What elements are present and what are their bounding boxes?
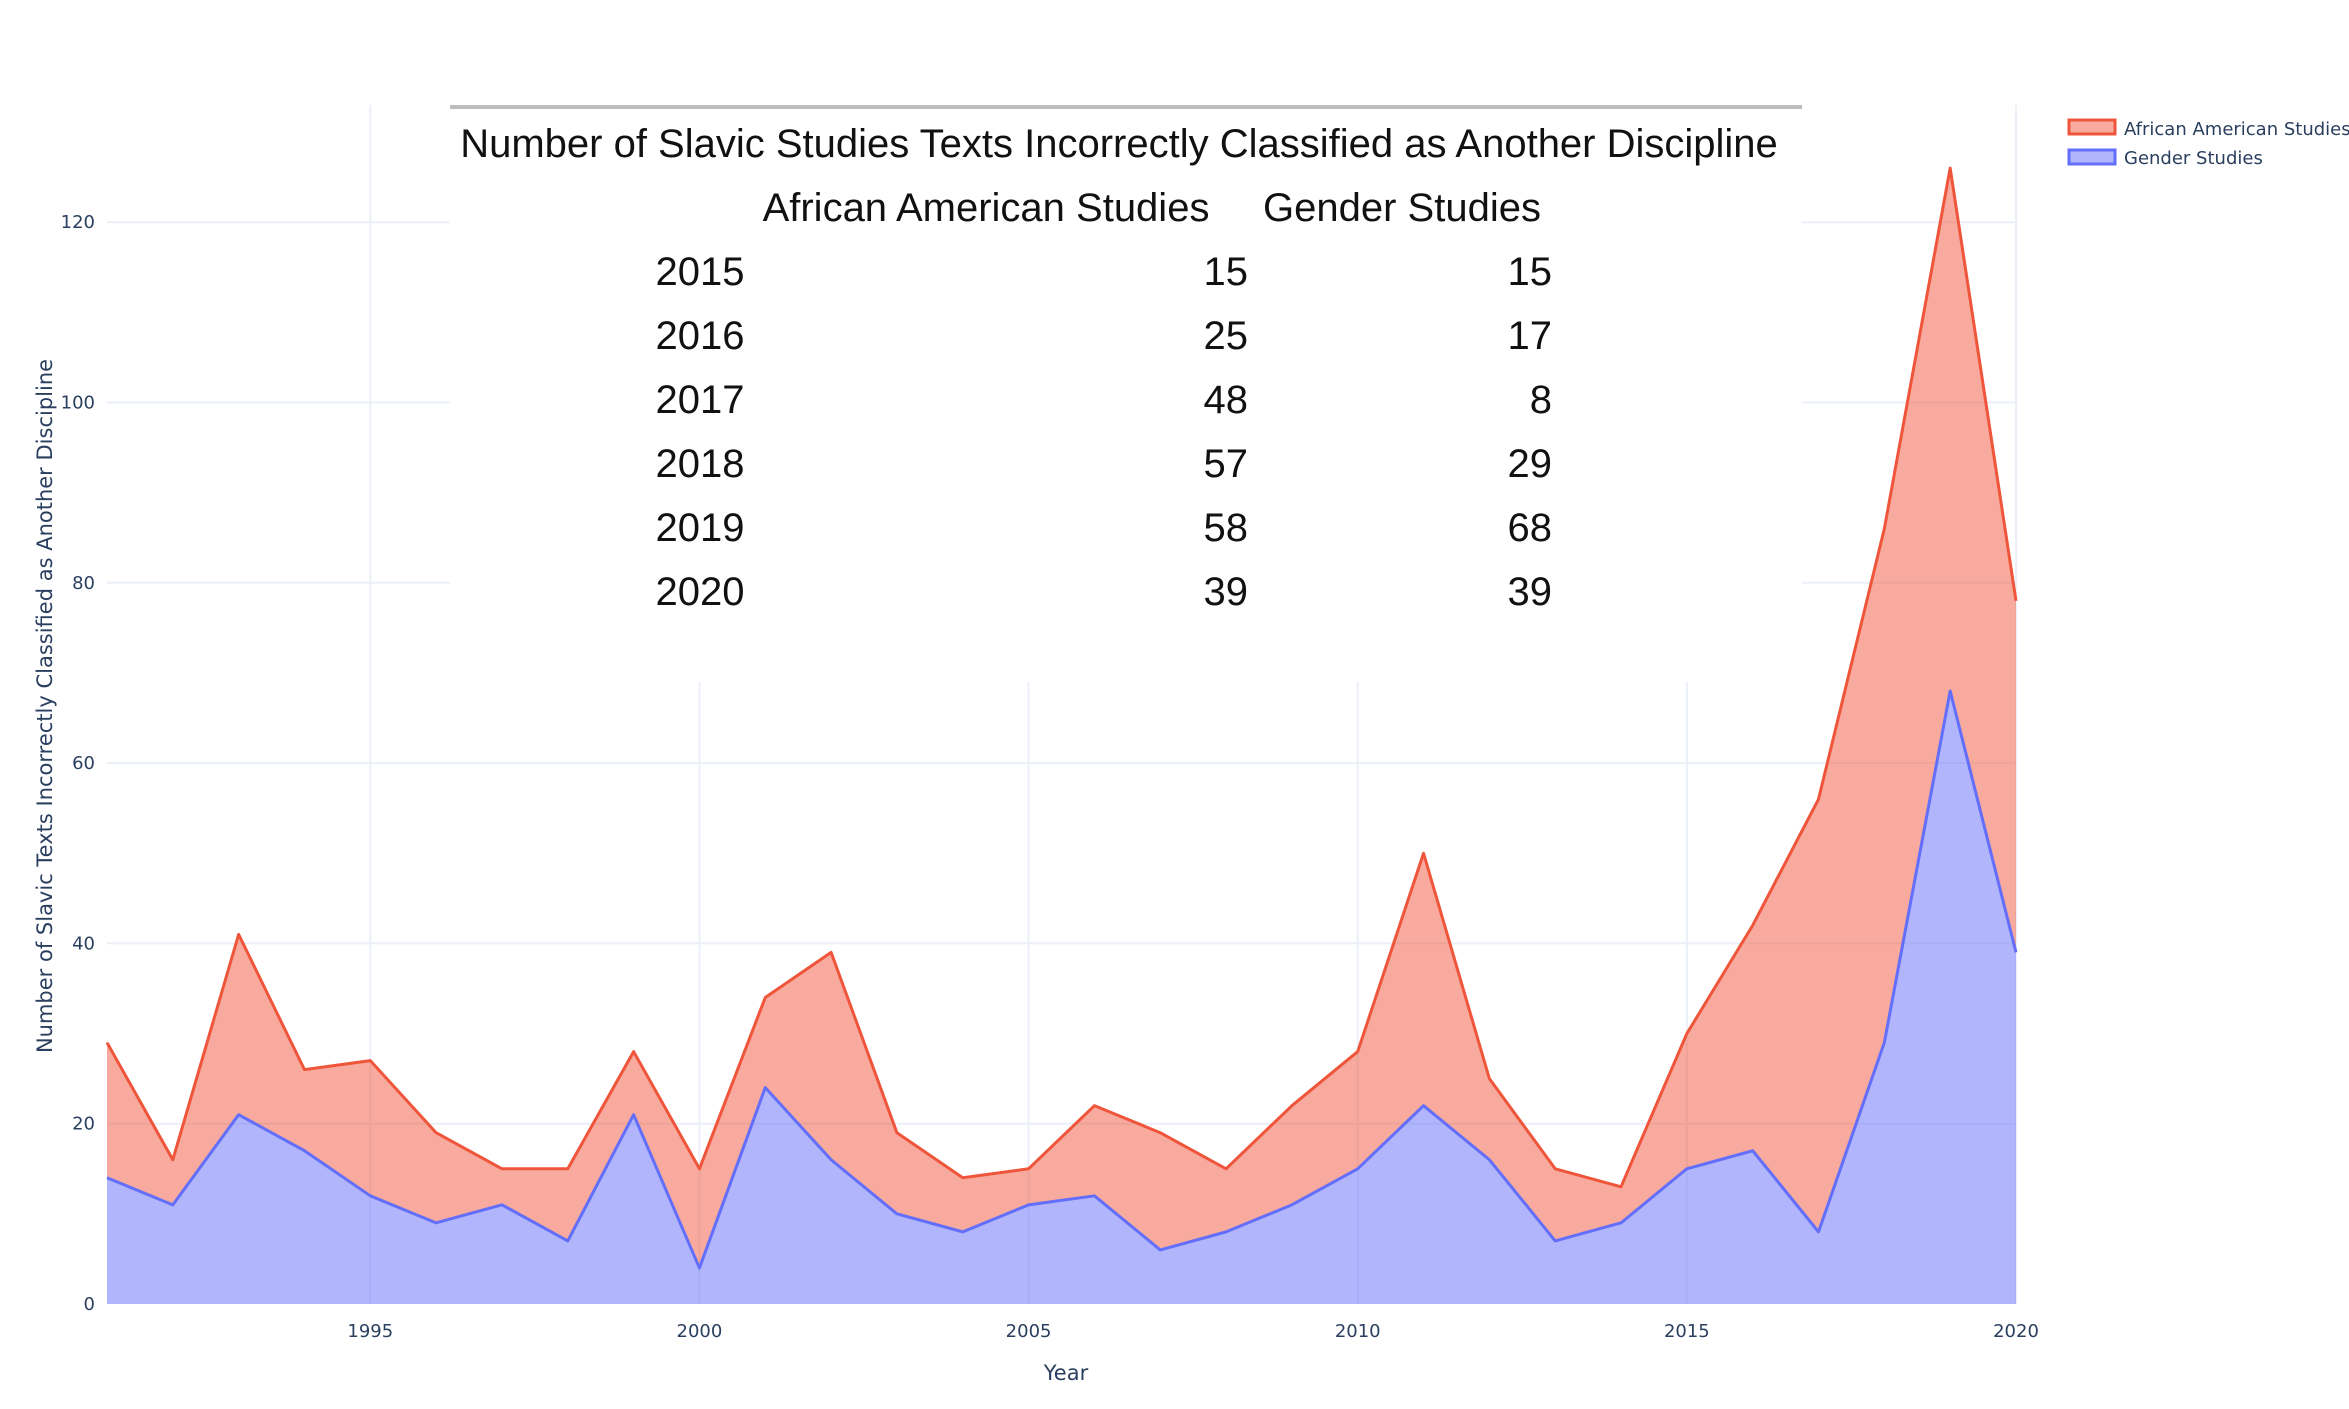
table-cell-gender: 17 <box>1508 314 1553 358</box>
y-tick-label: 40 <box>72 933 95 954</box>
table-row: 2016 25 17 <box>656 314 1552 358</box>
table-header-gender: Gender Studies <box>1263 186 1541 230</box>
line-african-american-studies <box>105 166 2018 1189</box>
x-tick-label: 2015 <box>1664 1321 1710 1342</box>
x-tick-label: 1995 <box>347 1321 393 1342</box>
table-row: 2019 58 68 <box>656 506 1552 550</box>
plot-area <box>105 166 2018 1304</box>
table-row: 2020 39 39 <box>656 570 1552 614</box>
table-cell-gender: 68 <box>1508 506 1553 550</box>
table-cell-african-american: 48 <box>1204 378 1249 422</box>
y-tick-label: 20 <box>72 1114 95 1135</box>
legend-swatch-gender <box>2067 148 2117 166</box>
legend-item-african-american[interactable]: African American Studies <box>2067 118 2349 140</box>
y-tick-label: 120 <box>61 212 95 233</box>
x-tick-label: 2000 <box>677 1321 723 1342</box>
legend-label-african-american: African American Studies <box>2124 119 2349 140</box>
x-tick-label: 2005 <box>1006 1321 1052 1342</box>
table-cell-year: 2020 <box>656 570 745 614</box>
data-table: Number of Slavic Studies Texts Incorrect… <box>450 105 1802 682</box>
table-cell-gender: 8 <box>1530 378 1552 422</box>
y-tick-label: 100 <box>61 392 95 413</box>
table-cell-gender: 15 <box>1508 250 1553 294</box>
y-tick-label: 80 <box>72 573 95 594</box>
legend-item-gender[interactable]: Gender Studies <box>2067 148 2263 169</box>
x-axis-title: Year <box>1043 1361 1089 1385</box>
table-cell-year: 2017 <box>656 378 745 422</box>
table-row: 2018 57 29 <box>656 442 1552 486</box>
table-cell-african-american: 25 <box>1204 314 1249 358</box>
axis-ticks: 0 20 40 60 80 100 120 1995 2000 2005 2010 2015 2020 <box>61 212 2039 1342</box>
x-tick-label: 2010 <box>1335 1321 1381 1342</box>
table-cell-year: 2019 <box>656 506 745 550</box>
legend[interactable]: African American Studies Gender Studies <box>2067 118 2349 169</box>
x-tick-label: 2020 <box>1993 1321 2039 1342</box>
line-gender-studies <box>106 689 2018 1270</box>
legend-swatch-african-american <box>2067 118 2117 136</box>
table-cell-african-american: 57 <box>1204 442 1249 486</box>
table-title: Number of Slavic Studies Texts Incorrect… <box>460 122 1778 166</box>
table-cell-year: 2018 <box>656 442 745 486</box>
table-cell-year: 2016 <box>656 314 745 358</box>
table-cell-year: 2015 <box>656 250 745 294</box>
table-row: 2015 15 15 <box>656 250 1552 294</box>
table-cell-african-american: 39 <box>1204 570 1249 614</box>
table-cell-gender: 39 <box>1508 570 1553 614</box>
legend-label-gender: Gender Studies <box>2124 148 2263 169</box>
table-header-african-american: African American Studies <box>763 186 1210 230</box>
area-gender-studies <box>107 690 2016 1304</box>
area-african-american-studies <box>107 168 2016 1268</box>
table-cell-gender: 29 <box>1508 442 1553 486</box>
table-background <box>450 107 1802 682</box>
table-cell-african-american: 15 <box>1204 250 1249 294</box>
y-tick-label: 60 <box>72 753 95 774</box>
y-tick-label: 0 <box>84 1294 95 1315</box>
table-cell-african-american: 58 <box>1204 506 1249 550</box>
table-row: 2017 48 8 <box>656 378 1552 422</box>
y-axis-title: Number of Slavic Texts Incorrectly Class… <box>33 359 57 1053</box>
